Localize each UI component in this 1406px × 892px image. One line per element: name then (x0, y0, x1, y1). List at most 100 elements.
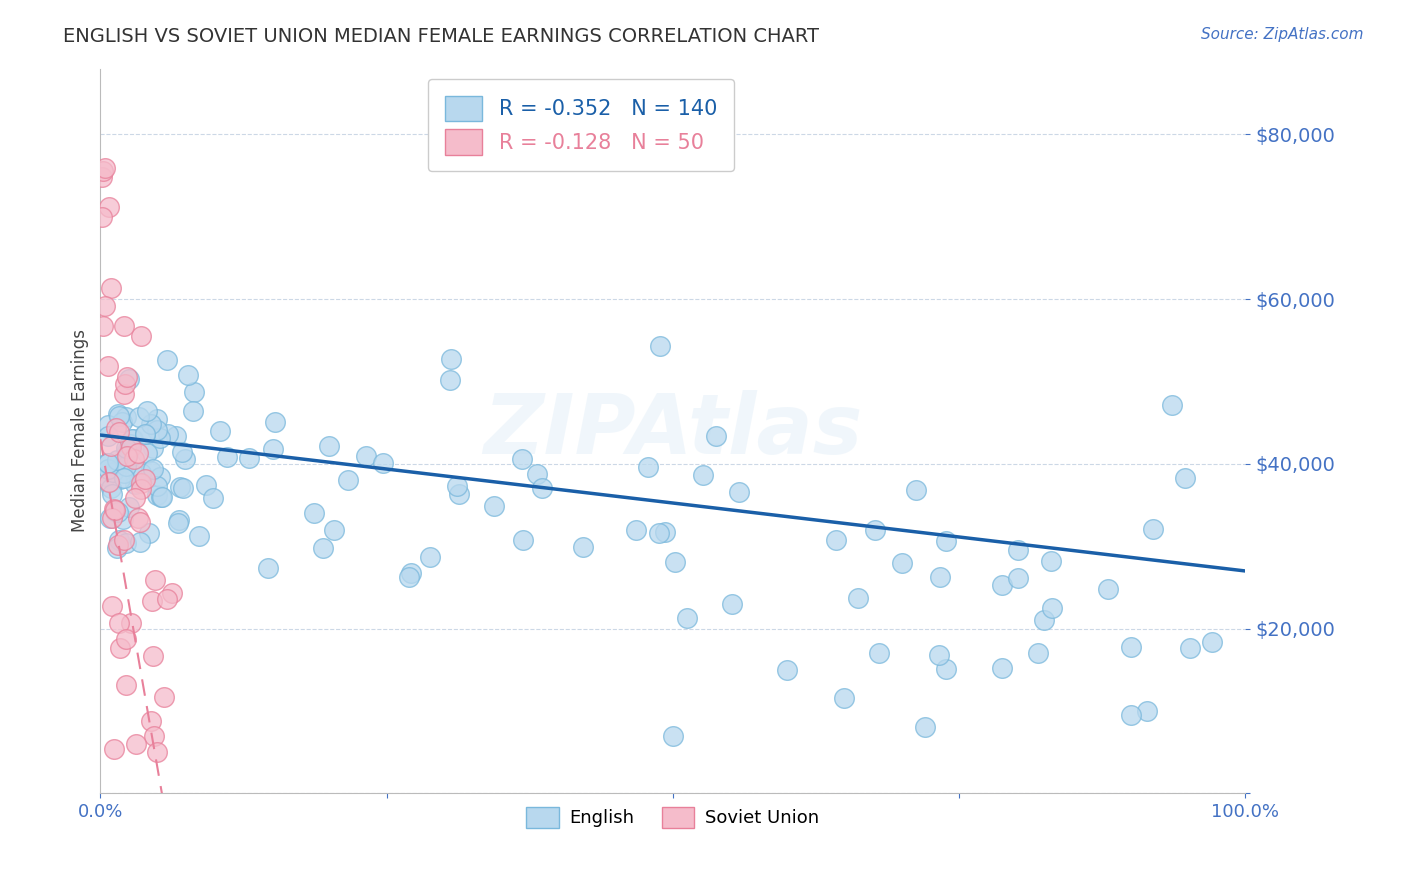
Point (152, 690, 174, 704)
Point (115, 370, 138, 384)
Point (174, 452, 197, 467)
Point (134, 427, 156, 442)
Point (167, 516, 190, 531)
Point (129, 476, 152, 491)
Point (136, 404, 159, 418)
Point (1201, 635, 1223, 649)
Point (150, 490, 173, 504)
Point (149, 431, 172, 445)
Point (112, 387, 135, 401)
Point (145, 478, 167, 492)
Point (150, 490, 173, 504)
Point (112, 466, 135, 480)
Point (194, 478, 217, 492)
Point (865, 523, 887, 537)
Point (142, 441, 165, 455)
Point (1040, 601, 1063, 615)
Point (108, 472, 131, 486)
Point (108, 615, 131, 630)
Point (105, 541, 128, 556)
Point (115, 410, 138, 425)
Point (136, 445, 159, 459)
Point (117, 444, 139, 458)
Point (108, 641, 131, 656)
Point (1039, 554, 1062, 568)
Point (318, 439, 340, 453)
Point (112, 455, 135, 469)
Point (100, 599, 122, 613)
Point (188, 529, 211, 543)
Point (238, 450, 260, 465)
Point (129, 516, 152, 530)
Point (120, 615, 142, 630)
Point (111, 415, 134, 429)
Point (1026, 646, 1049, 660)
Point (215, 450, 238, 464)
Point (120, 437, 142, 451)
Point (440, 352, 463, 367)
Point (526, 467, 548, 482)
Point (115, 441, 138, 455)
Point (704, 429, 727, 443)
Point (172, 481, 194, 495)
Point (100, 439, 122, 453)
Point (728, 484, 751, 499)
Point (115, 444, 138, 458)
Point (103, 742, 125, 756)
Text: ENGLISH VS SOVIET UNION MEDIAN FEMALE EARNINGS CORRELATION CHART: ENGLISH VS SOVIET UNION MEDIAN FEMALE EA… (63, 27, 820, 45)
Point (263, 415, 285, 429)
Point (98, 200, 121, 214)
Point (107, 425, 129, 439)
Point (1178, 640, 1201, 655)
Point (482, 499, 505, 513)
Point (114, 376, 136, 391)
Point (626, 523, 648, 537)
Point (419, 549, 441, 564)
Point (146, 488, 169, 502)
Point (115, 678, 138, 692)
Point (100, 487, 122, 501)
Point (446, 478, 468, 492)
Point (101, 465, 124, 479)
Point (115, 632, 138, 646)
Point (121, 433, 143, 447)
Point (846, 591, 869, 606)
Point (124, 476, 146, 491)
Point (262, 442, 284, 456)
Point (439, 373, 461, 387)
Point (257, 561, 280, 575)
Point (129, 467, 152, 481)
Point (108, 409, 131, 423)
Point (112, 533, 135, 547)
Point (183, 385, 205, 400)
Point (648, 339, 671, 353)
Point (928, 648, 950, 662)
Point (530, 481, 553, 495)
Point (127, 510, 149, 524)
Point (129, 535, 152, 549)
Point (117, 372, 139, 386)
Point (449, 487, 471, 501)
Point (97, 359, 120, 374)
Y-axis label: Median Female Earnings: Median Female Earnings (72, 329, 89, 533)
Point (156, 426, 179, 441)
Point (354, 449, 377, 463)
Point (134, 472, 156, 486)
Point (1119, 640, 1142, 655)
Point (142, 729, 165, 743)
Point (661, 729, 683, 743)
Legend: English, Soviet Union: English, Soviet Union (519, 800, 827, 835)
Point (115, 458, 138, 473)
Point (103, 502, 125, 516)
Point (323, 523, 346, 537)
Point (96, 456, 118, 470)
Point (165, 429, 187, 443)
Point (96, 456, 118, 470)
Point (1135, 704, 1157, 718)
Text: Source: ZipAtlas.com: Source: ZipAtlas.com (1201, 27, 1364, 42)
Point (138, 526, 160, 541)
Point (96, 429, 118, 443)
Point (914, 721, 936, 735)
Point (96, 469, 118, 483)
Point (312, 541, 335, 555)
